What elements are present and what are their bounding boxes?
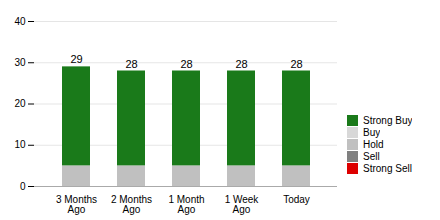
svg-text:3 MonthsAgo: 3 MonthsAgo [56, 194, 97, 215]
svg-text:29: 29 [70, 53, 82, 65]
html-text:Buy: Buy [363, 127, 381, 138]
svg-text:2 MonthsAgo: 2 MonthsAgo [111, 194, 152, 215]
svg-text:10: 10 [14, 139, 26, 150]
svg-text:28: 28 [235, 58, 247, 70]
svg-text:20: 20 [14, 98, 26, 109]
svg-text:0: 0 [20, 181, 26, 192]
svg-text:1 MonthAgo: 1 MonthAgo [168, 194, 204, 215]
svg-text:28: 28 [180, 58, 192, 70]
svg-text:1 WeekAgo: 1 WeekAgo [225, 194, 260, 215]
html-text:Strong Buy: Strong Buy [363, 115, 413, 126]
svg-text:28: 28 [125, 58, 137, 70]
svg-text:28: 28 [290, 58, 302, 70]
svg-text:40: 40 [14, 16, 26, 27]
svg-text:Today: Today [283, 194, 310, 205]
html-text:Hold: Hold [363, 139, 384, 150]
svg-text:30: 30 [14, 57, 26, 68]
html-text:Sell: Sell [363, 151, 380, 162]
html-text:Strong Sell: Strong Sell [363, 163, 412, 174]
